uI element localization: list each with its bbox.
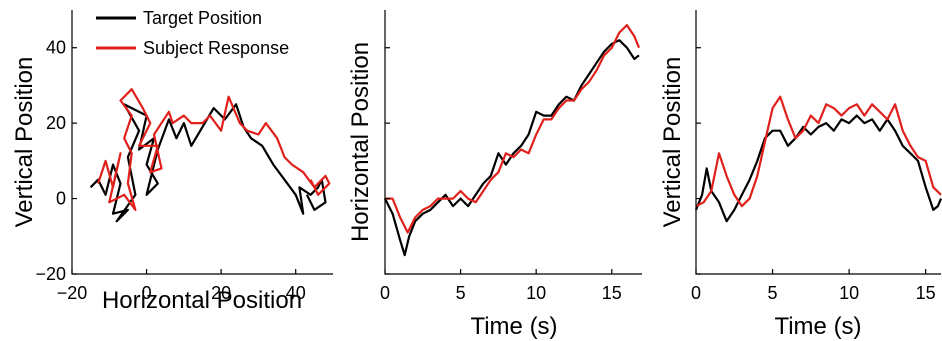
horizontal-time-x-tick-label: 5 — [456, 283, 466, 303]
horizontal-time-panel: 0 5 10 15 Time (s) Horizontal Position — [347, 10, 642, 340]
trajectory-x-tick-label: 40 — [286, 283, 306, 303]
vertical-time-x-tick-label: 5 — [768, 283, 778, 303]
trajectory-x-tick-label: 0 — [142, 283, 152, 303]
trajectory-y-tick-label: 0 — [56, 189, 66, 209]
vertical-time-x-tick-label: 0 — [691, 283, 701, 303]
vertical-time-marks — [694, 95, 942, 223]
trajectory-marks — [89, 88, 331, 223]
horizontal-time-series-target — [384, 39, 640, 257]
trajectory-ticks: −20 0 20 40 −20 0 20 40 — [35, 38, 305, 303]
vertical-time-x-tick-label: 10 — [839, 283, 859, 303]
horizontal-time-x-tick-label: 10 — [526, 283, 546, 303]
legend: Target Position Subject Response — [96, 8, 289, 58]
trajectory-y-tick-label: −20 — [35, 264, 66, 284]
trajectory-y-tick-label: 40 — [46, 38, 66, 58]
horizontal-time-marks — [384, 24, 641, 257]
horizontal-time-y-axis-label: Horizontal Position — [347, 42, 374, 242]
horizontal-time-x-axis-label: Time (s) — [470, 313, 557, 340]
trajectory-series-target — [89, 103, 327, 223]
horizontal-time-x-tick-label: 0 — [380, 283, 390, 303]
trajectory-y-tick-label: 20 — [46, 113, 66, 133]
legend-label-subject: Subject Response — [143, 38, 289, 58]
vertical-time-axes — [695, 10, 941, 275]
trajectory-x-axis-label: Horizontal Position — [102, 287, 302, 314]
horizontal-time-axes — [384, 10, 642, 275]
trajectory-x-tick-label: 20 — [211, 283, 231, 303]
trajectory-y-axis-label: Vertical Position — [11, 57, 38, 228]
horizontal-time-series-subject — [385, 24, 641, 234]
vertical-time-x-axis-label: Time (s) — [774, 313, 861, 340]
vertical-time-y-axis-label: Vertical Position — [659, 57, 686, 228]
horizontal-time-ticks: 0 5 10 15 — [380, 47, 622, 303]
trajectory-x-tick-label: −20 — [57, 283, 88, 303]
vertical-time-panel: 0 5 10 15 Time (s) Vertical Position — [659, 10, 942, 340]
vertical-time-series-target — [694, 114, 942, 223]
horizontal-time-x-tick-label: 15 — [602, 283, 622, 303]
trajectory-series-subject — [97, 88, 331, 211]
vertical-time-series-subject — [695, 95, 942, 208]
vertical-time-ticks: 0 5 10 15 — [691, 47, 936, 303]
trajectory-panel: −20 0 20 40 −20 0 20 40 Horizontal Position Ver… — [11, 8, 333, 314]
legend-label-target: Target Position — [143, 8, 262, 28]
vertical-time-x-tick-label: 15 — [916, 283, 936, 303]
